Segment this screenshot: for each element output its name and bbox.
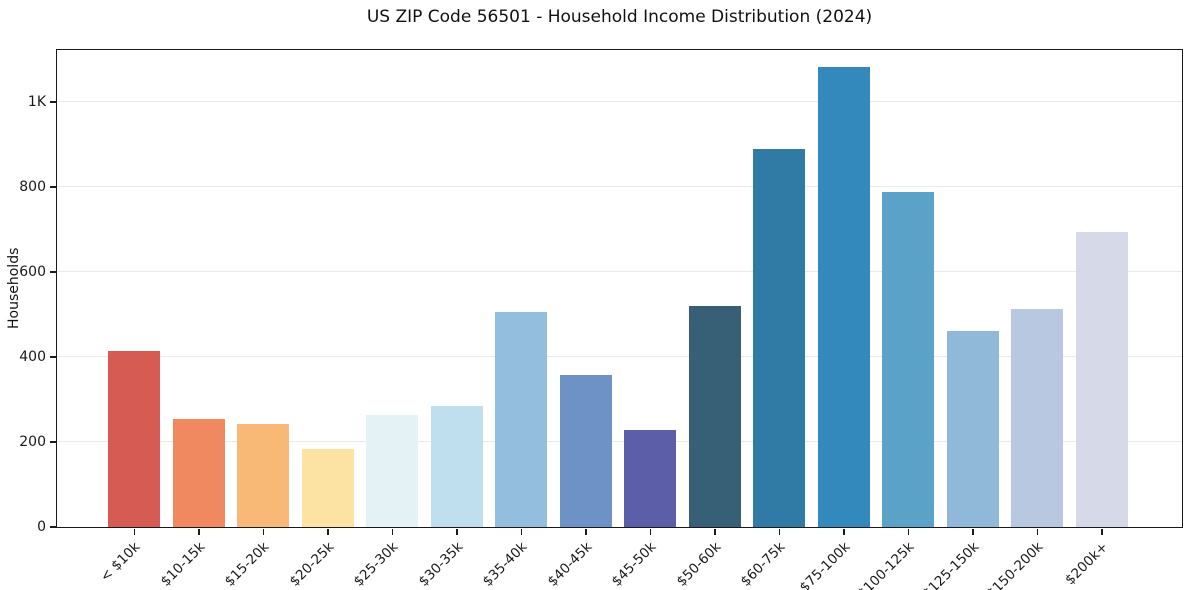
bar-$10-15k	[172, 419, 225, 527]
y-tick-label-200: 200	[19, 433, 46, 450]
y-tick-label-400: 400	[19, 348, 46, 365]
bar-$40-45k	[559, 375, 612, 527]
x-tick-mark-$150-200k	[1036, 528, 1039, 535]
gridline-y-400	[57, 356, 1182, 358]
y-tick-mark-1K	[49, 101, 56, 103]
plot-area	[56, 49, 1183, 528]
bar-$25-30k	[366, 414, 419, 527]
gridline-y-600	[57, 271, 1182, 273]
x-tick-mark-$25-30k	[391, 528, 394, 535]
bar-$150-200k	[1011, 308, 1064, 527]
gridline-y-200	[57, 441, 1182, 443]
x-tick-mark-$15-20k	[262, 528, 265, 535]
y-tick-label-1K: 1K	[27, 93, 46, 110]
x-tick-label-< $10k: < $10k	[97, 539, 144, 586]
x-tick-mark-$100-125k	[907, 528, 910, 535]
y-tick-mark-200	[49, 441, 56, 443]
bar-$20-25k	[301, 448, 354, 527]
x-tick-mark-$30-35k	[456, 528, 458, 535]
y-tick-mark-800	[49, 186, 56, 188]
bar-$60-75k	[753, 148, 806, 527]
bar-$35-40k	[495, 311, 548, 527]
x-tick-mark-$20-25k	[327, 528, 329, 535]
y-tick-label-800: 800	[19, 178, 46, 195]
x-tick-mark-$50-60k	[714, 528, 716, 535]
bar-$30-35k	[430, 406, 483, 527]
x-tick-mark-< $10k	[133, 528, 136, 535]
bar-$15-20k	[237, 423, 290, 527]
chart-title: US ZIP Code 56501 - Household Income Dis…	[366, 7, 873, 27]
bar-< $10k	[108, 351, 161, 527]
x-tick-mark-$60-75k	[778, 528, 781, 535]
y-axis-label: Households	[6, 247, 22, 330]
x-tick-mark-$35-40k	[520, 528, 523, 535]
x-tick-mark-$75-100k	[843, 528, 845, 535]
bar-$45-50k	[624, 429, 677, 527]
bar-$50-60k	[688, 305, 741, 527]
y-tick-label-0: 0	[37, 519, 46, 535]
bar-$200k+	[1075, 231, 1128, 527]
gridline-y-1000	[57, 101, 1182, 103]
y-tick-mark-400	[49, 356, 56, 358]
bar-$75-100k	[817, 67, 870, 527]
gridline-y-800	[57, 186, 1182, 188]
y-tick-mark-0	[49, 526, 56, 528]
y-tick-label-600: 600	[19, 263, 46, 280]
y-tick-mark-600	[49, 271, 56, 273]
x-tick-mark-$200k+	[1101, 528, 1103, 535]
bar-$125-150k	[946, 331, 999, 527]
x-tick-mark-$40-45k	[585, 528, 587, 535]
x-tick-mark-$125-150k	[972, 528, 974, 535]
x-tick-mark-$45-50k	[649, 528, 652, 535]
x-tick-mark-$10-15k	[198, 528, 200, 535]
bar-$100-125k	[882, 192, 935, 527]
